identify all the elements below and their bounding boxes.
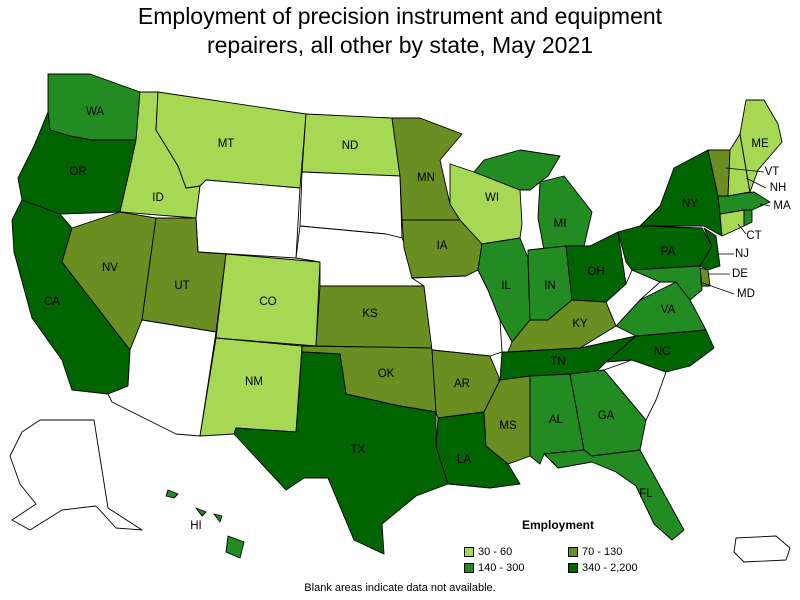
legend-swatch-140-300 — [464, 563, 474, 573]
state-hi[interactable] — [165, 489, 245, 559]
svg-text:MD: MD — [737, 288, 755, 300]
svg-text:TX: TX — [351, 444, 366, 456]
svg-text:IL: IL — [501, 280, 511, 292]
state-wy[interactable] — [195, 179, 301, 259]
svg-text:MA: MA — [773, 200, 791, 212]
svg-text:NM: NM — [245, 376, 263, 388]
svg-text:CO: CO — [259, 296, 276, 308]
state-az[interactable] — [107, 319, 217, 437]
state-pr[interactable] — [733, 535, 791, 563]
svg-text:OR: OR — [69, 166, 86, 178]
legend-swatch-340-2200 — [568, 563, 578, 573]
svg-text:MT: MT — [218, 138, 235, 150]
svg-text:WI: WI — [485, 192, 499, 204]
legend-label-340-2200: 340 - 2,200 — [582, 562, 638, 574]
svg-text:VT: VT — [765, 166, 780, 178]
svg-text:OK: OK — [378, 368, 395, 380]
map-title: Employment of precision instrument and e… — [0, 2, 800, 60]
svg-text:NY: NY — [682, 198, 698, 210]
state-tx[interactable] — [233, 351, 449, 555]
svg-text:ME: ME — [751, 138, 769, 150]
map-title-line-1: Employment of precision instrument and e… — [137, 3, 663, 29]
svg-text:HI: HI — [190, 520, 202, 532]
svg-text:NJ: NJ — [735, 248, 749, 260]
svg-text:WA: WA — [86, 106, 104, 118]
svg-text:MI: MI — [554, 218, 567, 230]
legend-swatch-70-130 — [568, 547, 578, 557]
state-md[interactable] — [631, 265, 703, 301]
state-ny[interactable] — [639, 149, 723, 237]
svg-text:ND: ND — [342, 140, 359, 152]
legend-title: Employment — [522, 518, 595, 532]
svg-text:AL: AL — [549, 414, 564, 426]
svg-text:FL: FL — [639, 488, 653, 500]
svg-text:TN: TN — [550, 356, 565, 368]
legend-item-70-130: 70 - 130 — [568, 546, 622, 558]
legend-label-70-130: 70 - 130 — [582, 546, 623, 558]
svg-text:NV: NV — [102, 262, 118, 274]
state-sc[interactable] — [603, 359, 667, 421]
svg-text:NH: NH — [770, 182, 787, 194]
footnote: Blank areas indicate data not available. — [304, 582, 496, 594]
svg-text:CT: CT — [746, 230, 761, 242]
svg-text:UT: UT — [174, 280, 189, 292]
svg-text:GA: GA — [598, 410, 615, 422]
state-labels: WA OR CA ID NV MT UT CO NM ND KS OK TX M… — [44, 106, 791, 532]
svg-text:NC: NC — [654, 346, 671, 358]
state-fl[interactable] — [543, 449, 685, 541]
svg-text:OH: OH — [587, 266, 604, 278]
legend-label-30-60: 30 - 60 — [478, 546, 513, 558]
svg-text:KY: KY — [572, 318, 588, 330]
svg-text:MS: MS — [499, 420, 517, 432]
svg-text:LA: LA — [457, 454, 471, 466]
svg-text:MN: MN — [417, 172, 435, 184]
svg-text:AR: AR — [454, 378, 470, 390]
svg-text:CA: CA — [44, 296, 60, 308]
svg-text:PA: PA — [661, 246, 676, 258]
svg-text:KS: KS — [362, 308, 378, 320]
svg-text:IN: IN — [544, 280, 556, 292]
legend-item-30-60: 30 - 60 — [464, 546, 512, 558]
legend-item-140-300: 140 - 300 — [464, 562, 524, 574]
state-ak[interactable] — [9, 419, 143, 531]
map-title-line-2: repairers, all other by state, May 2021 — [206, 32, 594, 58]
legend-label-140-300: 140 - 300 — [478, 562, 525, 574]
state-ri[interactable] — [743, 209, 753, 227]
state-mo[interactable] — [411, 269, 503, 357]
state-ma[interactable] — [717, 191, 771, 215]
legend-item-340-2200: 340 - 2,200 — [568, 562, 638, 574]
legend-swatch-30-60 — [464, 547, 474, 557]
state-ct[interactable] — [719, 209, 745, 237]
svg-text:IA: IA — [437, 240, 448, 252]
svg-text:DE: DE — [732, 268, 748, 280]
svg-text:VA: VA — [661, 304, 676, 316]
state-me[interactable] — [739, 99, 783, 193]
svg-text:ID: ID — [152, 192, 164, 204]
label-leader-lines — [699, 167, 771, 295]
